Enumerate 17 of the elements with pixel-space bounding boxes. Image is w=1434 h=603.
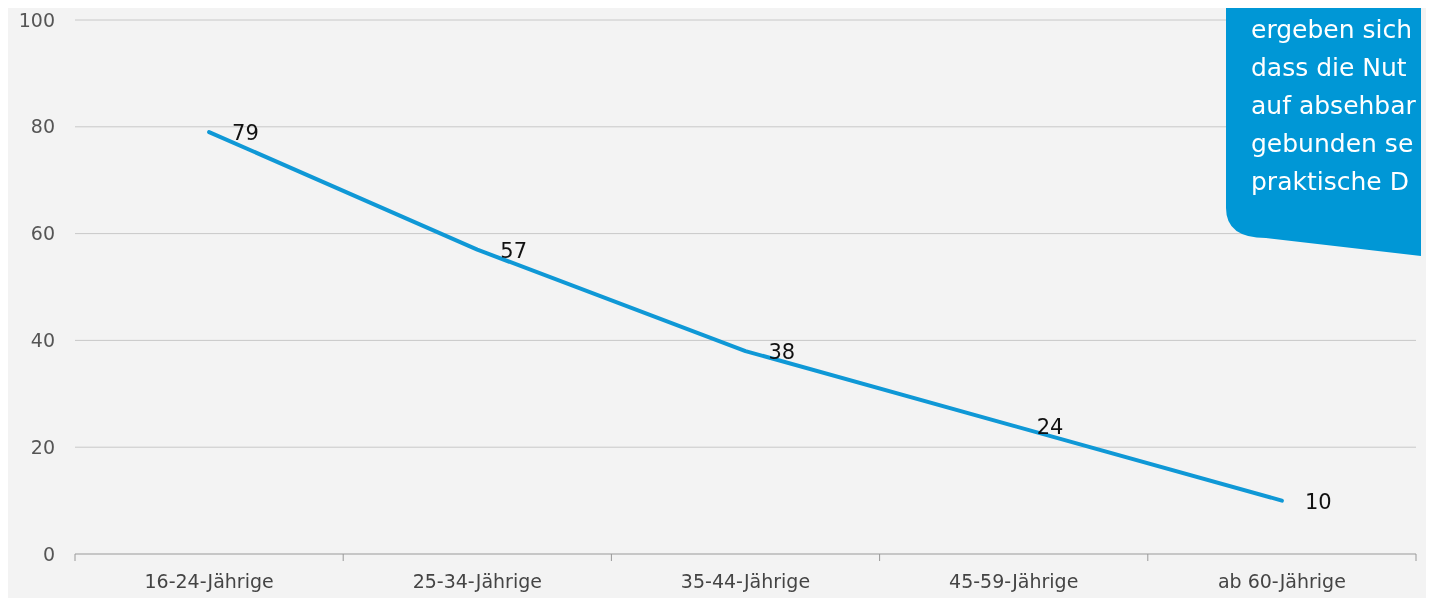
annotation: ergeben sich dass die Nut auf absehbar gebunden se praktische D [1251,15,1417,196]
data-label: 10 [1304,489,1332,514]
y-tick-label: 40 [30,329,55,352]
data-label: 38 [768,340,796,365]
x-tick-label: 25-34-Jährige [412,570,542,592]
y-tick-label: 20 [30,435,55,458]
data-label: 24 [1036,414,1064,439]
x-tick-label: 16-24-Jährige [144,570,274,592]
y-tick-label: 0 [42,542,55,565]
x-tick-label: 45-59-Jährige [949,570,1079,592]
x-tick-label: ab 60-Jährige [1217,570,1346,592]
y-tick-label: 60 [30,222,55,245]
y-tick-label: 80 [30,115,55,138]
y-tick-label: 100 [18,8,55,31]
data-label: 79 [232,121,259,146]
x-tick-label: 35-44-Jährige [680,570,811,592]
data-label: 57 [500,238,528,263]
